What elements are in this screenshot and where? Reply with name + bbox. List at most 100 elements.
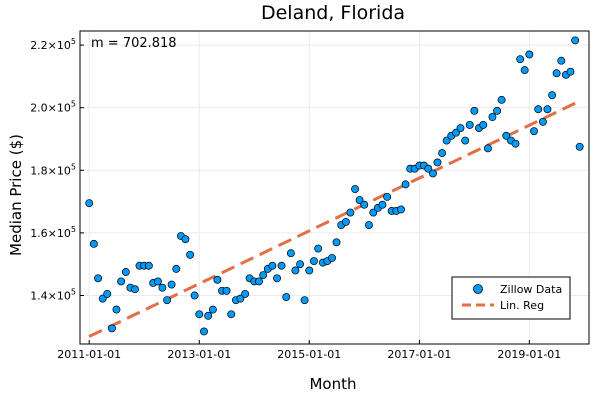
data-point — [516, 55, 525, 64]
data-point — [85, 199, 94, 208]
x-axis-ticks: 2011-01-01 2013-01-01 2015-01-01 2017-01-01… — [57, 340, 561, 361]
data-point — [277, 261, 286, 270]
y-axis-ticks: 1.4×105 1.6×105 1.8×105 2.0×105 2.2×105 — [30, 37, 84, 302]
data-point — [305, 266, 314, 275]
data-point — [483, 144, 492, 153]
data-point — [259, 271, 268, 280]
data-point — [227, 310, 236, 319]
data-point — [291, 266, 300, 275]
data-point — [378, 200, 387, 209]
data-point — [144, 261, 153, 270]
data-point — [172, 264, 181, 273]
data-point — [286, 249, 295, 258]
data-point — [538, 117, 547, 126]
data-point — [479, 120, 488, 129]
data-point — [282, 293, 291, 301]
data-point — [94, 274, 103, 283]
data-point — [89, 239, 98, 248]
slope-annotation: m = 702.818 — [91, 36, 177, 51]
regression-line-layer — [88, 99, 581, 338]
data-point — [332, 238, 341, 247]
data-point — [255, 277, 263, 286]
y-tick-label: 1.8×105 — [30, 162, 76, 177]
y-tick-label: 2.2×105 — [30, 37, 76, 52]
data-point — [200, 327, 208, 336]
legend-marker-zillow-data — [473, 284, 483, 294]
gridlines — [80, 31, 589, 344]
data-point — [181, 235, 190, 244]
x-tick-label: 2013-01-01 — [167, 348, 231, 361]
data-point — [241, 289, 250, 298]
data-point — [190, 291, 199, 300]
data-point — [103, 289, 112, 298]
data-point — [153, 277, 162, 286]
data-point — [552, 69, 561, 78]
y-tick-label: 1.6×105 — [30, 225, 76, 240]
data-point — [369, 208, 378, 217]
data-point — [428, 169, 437, 178]
data-point — [470, 106, 479, 115]
data-point — [401, 180, 410, 189]
data-point — [195, 310, 204, 319]
data-point — [268, 261, 277, 270]
data-point — [497, 95, 506, 104]
data-point — [309, 257, 318, 266]
chart-title: Deland, Florida — [261, 2, 405, 24]
data-point — [511, 139, 520, 148]
x-tick-label: 2011-01-01 — [57, 348, 121, 361]
data-point — [167, 280, 176, 289]
data-point — [465, 120, 474, 129]
data-point — [351, 185, 360, 194]
data-point — [204, 311, 213, 320]
data-point — [530, 127, 538, 136]
data-point — [493, 106, 502, 115]
x-tick-label: 2015-01-01 — [277, 348, 341, 361]
data-point — [213, 275, 222, 284]
regression-line — [88, 99, 581, 338]
data-point — [571, 36, 580, 45]
data-point — [543, 105, 552, 114]
data-point — [424, 164, 433, 173]
data-point — [208, 305, 217, 314]
data-point — [452, 128, 460, 137]
data-point — [557, 56, 566, 65]
x-axis-title: Month — [309, 375, 356, 393]
data-point — [397, 205, 405, 214]
data-point — [222, 286, 231, 295]
legend-label-lin-reg: Lin. Reg — [500, 299, 544, 312]
data-point — [534, 105, 543, 114]
legend: Zillow Data Lin. Reg — [451, 276, 571, 320]
y-axis-title: Median Price ($) — [7, 134, 25, 256]
plot-frame — [79, 30, 590, 345]
data-point — [341, 217, 350, 226]
data-point — [502, 131, 511, 140]
data-point — [328, 253, 336, 262]
data-point — [300, 296, 309, 305]
data-point — [112, 305, 121, 314]
data-point — [236, 294, 245, 303]
data-point — [433, 158, 442, 167]
data-point — [520, 66, 529, 75]
data-point — [438, 149, 447, 158]
data-point — [163, 296, 172, 305]
legend-box — [451, 276, 571, 320]
y-tick-label: 2.0×105 — [30, 100, 76, 115]
data-point — [566, 67, 575, 76]
data-point — [442, 136, 451, 145]
data-point — [296, 260, 305, 269]
data-point — [98, 294, 107, 303]
data-point — [383, 192, 392, 201]
data-point — [525, 50, 534, 59]
data-point — [121, 268, 130, 276]
data-point — [131, 285, 139, 294]
data-point — [456, 124, 465, 132]
data-point — [575, 142, 584, 151]
data-point — [461, 136, 470, 145]
data-point — [360, 200, 369, 209]
data-point — [107, 324, 116, 333]
y-tick-label: 1.4×105 — [30, 287, 76, 302]
data-point — [364, 221, 373, 230]
data-point — [186, 250, 195, 259]
data-point — [158, 283, 167, 292]
